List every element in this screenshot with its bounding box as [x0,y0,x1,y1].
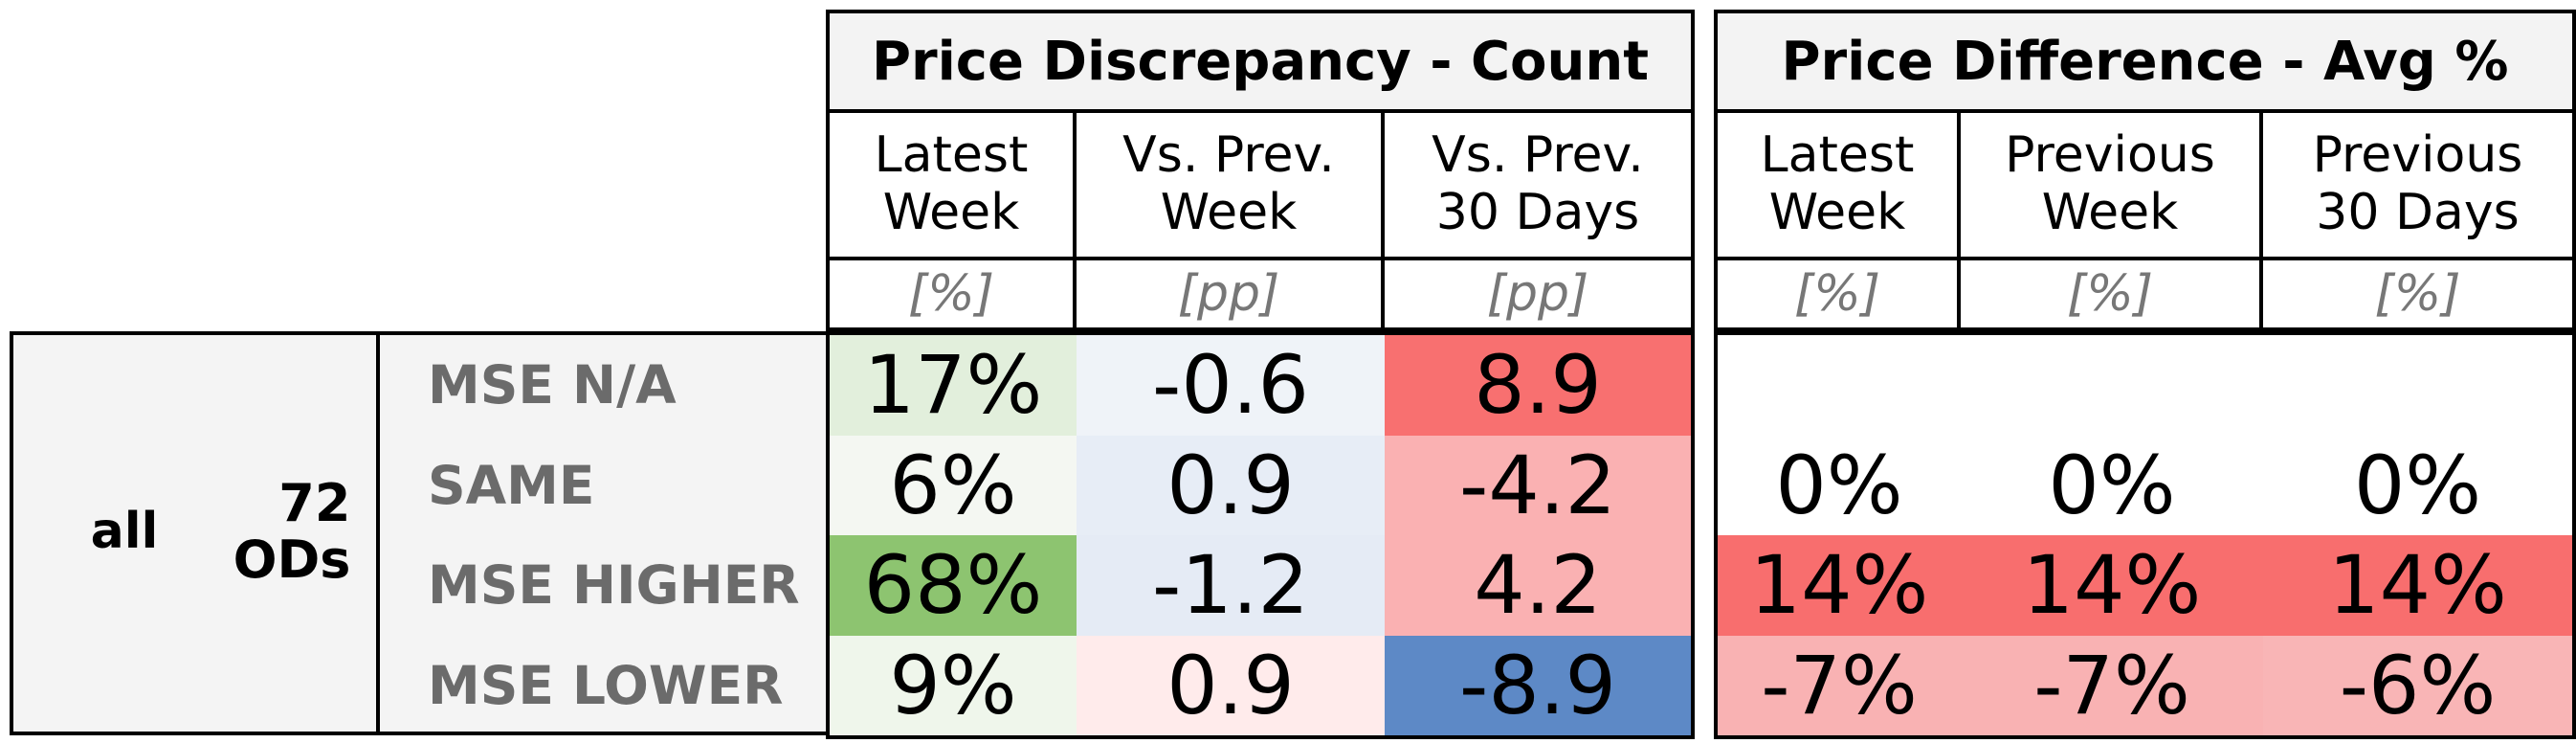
data-cell: 14% [2263,535,2572,636]
data-cell: 6% [830,435,1077,535]
column-header: Previous Week [1957,113,2263,260]
data-cell: 0.9 [1077,635,1385,735]
column-header: Vs. Prev. Week [1073,113,1385,260]
data-cell: 4.2 [1385,535,1691,636]
column-unit: [%] [1957,260,2263,331]
data-cell: -4.2 [1385,435,1691,535]
data-cell: -1.2 [1077,535,1385,636]
data-cell [1961,335,2263,436]
data-cell: -7% [1718,635,1961,735]
group-label: all [90,503,159,560]
data-cell: -8.9 [1385,635,1691,735]
column-unit: [%] [1714,260,1961,331]
data-cell: 9% [830,635,1077,735]
panel-title: Price Discrepancy - Count [826,10,1695,113]
group-count-label: 72 ODs [233,472,351,590]
data-cell: 17% [830,335,1077,436]
data-cell: 0.9 [1077,435,1385,535]
column-unit: [%] [2259,260,2576,331]
data-cell [2263,335,2572,436]
data-cell: -7% [1961,635,2263,735]
column-unit: [pp] [1381,260,1695,331]
data-cell: 68% [830,535,1077,636]
column-unit: [%] [826,260,1077,331]
data-cell: -6% [2263,635,2572,735]
data-cell: 8.9 [1385,335,1691,436]
data-cell: 0% [1961,435,2263,535]
column-unit: [pp] [1073,260,1385,331]
data-cell: 14% [1718,535,1961,636]
column-header: Latest Week [826,113,1077,260]
data-cell: -0.6 [1077,335,1385,436]
column-header: Previous 30 Days [2259,113,2576,260]
data-cell [1718,335,1961,436]
column-header: Vs. Prev. 30 Days [1381,113,1695,260]
data-cell: 0% [1718,435,1961,535]
row-label-divider [376,331,380,735]
row-label: MSE N/A [428,354,677,417]
column-header: Latest Week [1714,113,1961,260]
row-label: MSE HIGHER [428,554,800,617]
data-cell: 0% [2263,435,2572,535]
row-label: MSE LOWER [428,654,784,716]
row-label: SAME [428,454,595,516]
row-label-block [10,331,830,735]
panel-title: Price Difference - Avg % [1714,10,2576,113]
data-cell: 14% [1961,535,2263,636]
